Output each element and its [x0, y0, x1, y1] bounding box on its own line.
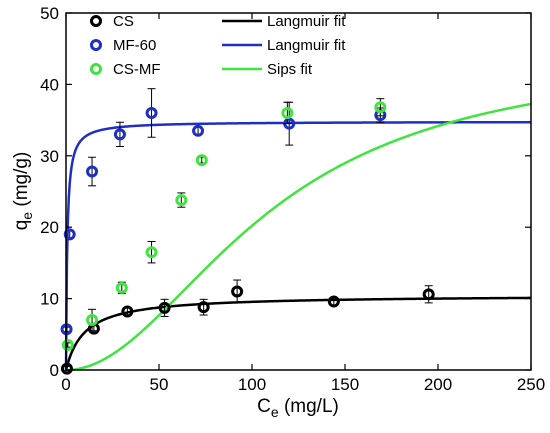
axis-ticks: 0 50 100 150 200 250 0 10 20 30 40 50	[40, 4, 545, 394]
legend-label-csmf: CS-MF	[113, 61, 161, 78]
y-tick-label: 40	[40, 75, 59, 94]
data-point-series-0	[422, 288, 435, 301]
fit-curves	[64, 102, 532, 372]
legend-marker-csmf	[90, 63, 102, 75]
x-tick-label: 0	[61, 375, 70, 394]
data-point-series-2	[281, 106, 294, 119]
y-tick-label: 50	[40, 4, 59, 23]
y-tick-label: 10	[40, 290, 59, 309]
x-axis-title: Ce (mg/L)	[257, 396, 339, 420]
x-tick-label: 200	[424, 375, 452, 394]
data-point-series-0	[60, 362, 73, 375]
data-point-series-0	[158, 301, 171, 314]
data-point-series-0	[197, 301, 210, 314]
legend-marker-cs	[90, 15, 102, 27]
data-point-series-2	[86, 314, 99, 327]
legend-label-langmuir-blue: Langmuir fit	[267, 37, 346, 54]
data-point-series-0	[121, 305, 134, 318]
y-axis-title-rest: (mg/g)	[11, 152, 32, 212]
data-point-series-2	[195, 154, 208, 167]
legend-label-mf60: MF-60	[113, 37, 156, 54]
data-point-series-2	[374, 101, 387, 114]
y-axis-title-sub: e	[19, 212, 35, 220]
x-axis-title-base: C	[257, 396, 271, 417]
data-point-series-2	[145, 246, 158, 259]
legend: CS MF-60 CS-MF Langmuir fit Langmuir fit…	[90, 13, 346, 78]
x-axis-title-sub: e	[271, 404, 279, 420]
y-tick-label: 0	[50, 361, 59, 380]
data-point-series-1	[63, 228, 76, 241]
fit-curve-2	[65, 102, 532, 372]
fit-curve-0	[64, 296, 532, 371]
x-tick-label: 150	[331, 375, 359, 394]
y-tick-label: 30	[40, 147, 59, 166]
legend-marker-mf60	[90, 39, 102, 51]
data-point-series-1	[145, 106, 158, 119]
legend-label-langmuir-black: Langmuir fit	[267, 13, 346, 30]
y-axis-title-base: q	[11, 220, 32, 231]
data-point-series-2	[61, 339, 74, 352]
y-tick-label: 20	[40, 218, 59, 237]
x-tick-label: 250	[517, 375, 545, 394]
data-point-series-2	[115, 281, 128, 294]
data-point-series-1	[192, 124, 205, 137]
data-point-series-0	[327, 295, 340, 308]
y-axis-title: qe (mg/g)	[11, 152, 35, 231]
data-point-series-2	[175, 194, 188, 207]
data-point-series-0	[231, 285, 244, 298]
x-axis-title-rest: (mg/L)	[279, 396, 339, 417]
plot-frame	[65, 12, 532, 371]
legend-label-sips: Sips fit	[267, 61, 313, 78]
fit-curve-1	[64, 120, 531, 371]
legend-label-cs: CS	[113, 13, 134, 30]
data-point-series-1	[86, 165, 99, 178]
x-tick-label: 100	[238, 375, 266, 394]
x-tick-label: 50	[150, 375, 169, 394]
data-point-series-1	[113, 128, 126, 141]
